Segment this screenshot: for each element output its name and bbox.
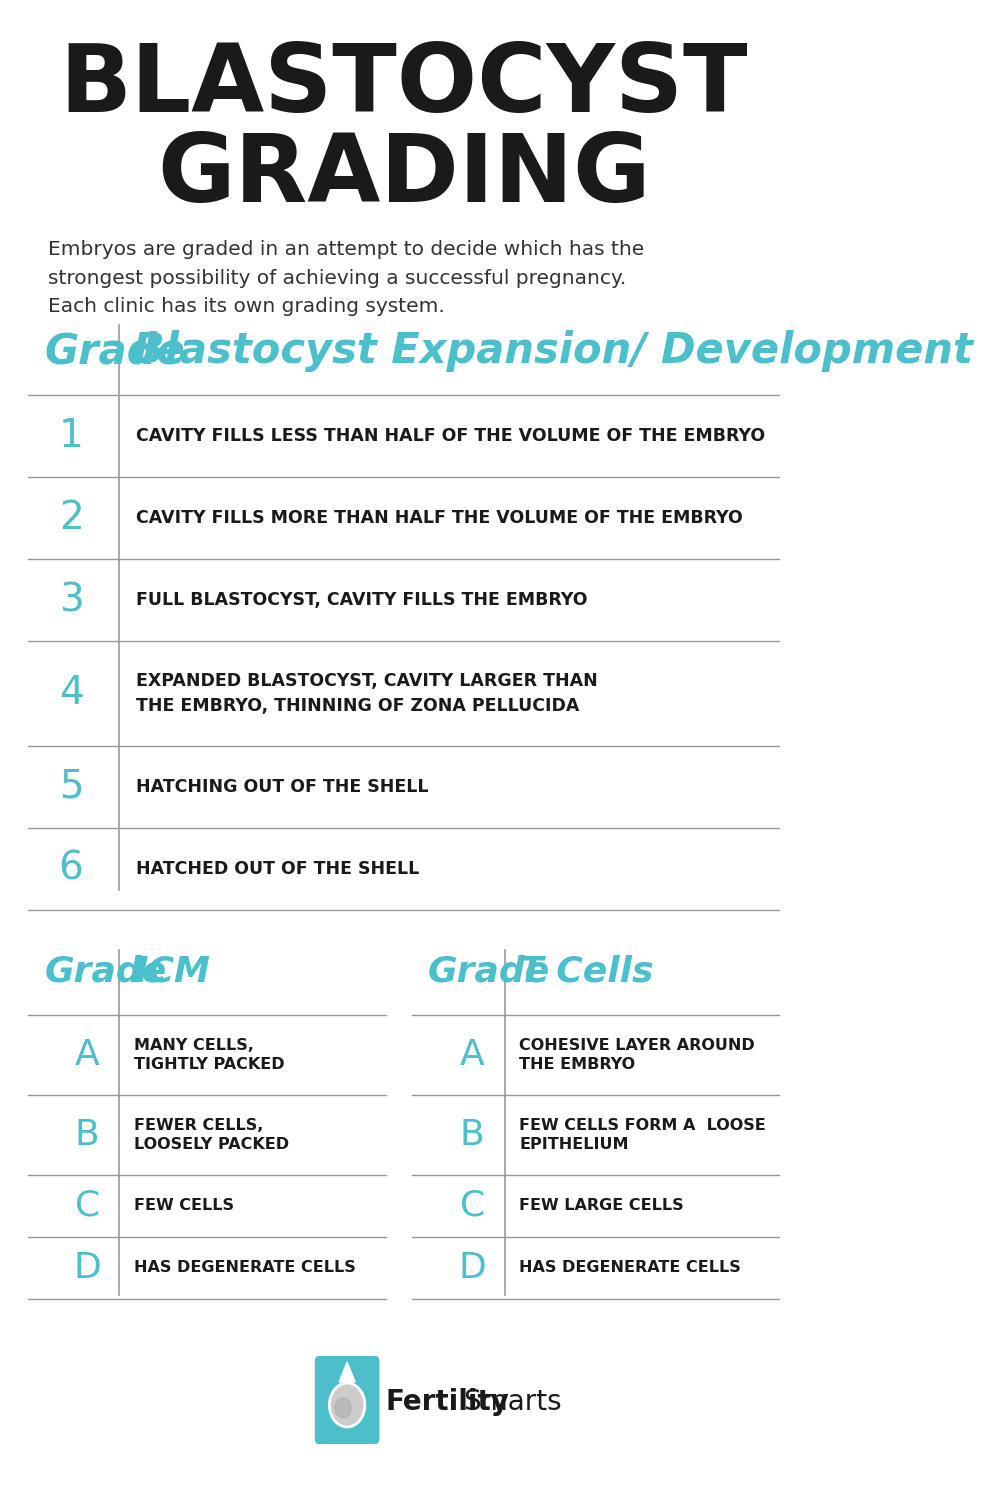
Text: CAVITY FILLS LESS THAN HALF OF THE VOLUME OF THE EMBRYO: CAVITY FILLS LESS THAN HALF OF THE VOLUM… — [136, 427, 765, 445]
Text: B: B — [460, 1118, 485, 1152]
Text: BLASTOCYST: BLASTOCYST — [59, 40, 748, 132]
Text: CAVITY FILLS MORE THAN HALF THE VOLUME OF THE EMBRYO: CAVITY FILLS MORE THAN HALF THE VOLUME O… — [136, 509, 742, 526]
Circle shape — [335, 1398, 351, 1417]
Text: FEW CELLS: FEW CELLS — [134, 1198, 234, 1214]
Text: 1: 1 — [59, 417, 83, 454]
Text: Grade: Grade — [428, 956, 550, 988]
FancyBboxPatch shape — [315, 1356, 379, 1444]
Text: 3: 3 — [59, 580, 83, 620]
Text: Blastocyst Expansion/ Development: Blastocyst Expansion/ Development — [133, 330, 973, 372]
Text: 2: 2 — [59, 500, 83, 537]
Text: EXPANDED BLASTOCYST, CAVITY LARGER THAN
THE EMBRYO, THINNING OF ZONA PELLUCIDA: EXPANDED BLASTOCYST, CAVITY LARGER THAN … — [136, 672, 597, 714]
Text: Embryos are graded in an attempt to decide which has the
strongest possibility o: Embryos are graded in an attempt to deci… — [48, 240, 645, 316]
Text: Smarts: Smarts — [463, 1388, 562, 1416]
Text: A: A — [460, 1038, 485, 1072]
Text: C: C — [75, 1190, 100, 1222]
Text: Grade: Grade — [44, 956, 167, 988]
Text: GRADING: GRADING — [157, 130, 650, 222]
Text: Grade: Grade — [44, 330, 185, 372]
Text: FEW LARGE CELLS: FEW LARGE CELLS — [519, 1198, 684, 1214]
Text: ICM: ICM — [134, 956, 210, 988]
Polygon shape — [339, 1362, 355, 1382]
Text: D: D — [73, 1251, 101, 1286]
Text: 6: 6 — [59, 850, 83, 888]
Text: A: A — [75, 1038, 100, 1072]
Text: Fertility: Fertility — [386, 1388, 510, 1416]
Text: HAS DEGENERATE CELLS: HAS DEGENERATE CELLS — [519, 1260, 741, 1275]
Text: HATCHING OUT OF THE SHELL: HATCHING OUT OF THE SHELL — [136, 778, 428, 796]
Text: MANY CELLS,
TIGHTLY PACKED: MANY CELLS, TIGHTLY PACKED — [134, 1038, 285, 1072]
Circle shape — [329, 1383, 365, 1426]
Text: 5: 5 — [59, 768, 83, 806]
Text: D: D — [458, 1251, 486, 1286]
Text: T Cells: T Cells — [519, 956, 654, 988]
Text: 4: 4 — [59, 675, 83, 712]
Text: C: C — [460, 1190, 485, 1222]
Text: FULL BLASTOCYST, CAVITY FILLS THE EMBRYO: FULL BLASTOCYST, CAVITY FILLS THE EMBRYO — [136, 591, 587, 609]
Text: HAS DEGENERATE CELLS: HAS DEGENERATE CELLS — [134, 1260, 356, 1275]
Text: FEWER CELLS,
LOOSELY PACKED: FEWER CELLS, LOOSELY PACKED — [134, 1118, 289, 1152]
Text: COHESIVE LAYER AROUND
THE EMBRYO: COHESIVE LAYER AROUND THE EMBRYO — [519, 1038, 755, 1072]
Text: HATCHED OUT OF THE SHELL: HATCHED OUT OF THE SHELL — [136, 859, 419, 877]
Text: B: B — [75, 1118, 99, 1152]
Text: FEW CELLS FORM A  LOOSE
EPITHELIUM: FEW CELLS FORM A LOOSE EPITHELIUM — [519, 1118, 766, 1152]
